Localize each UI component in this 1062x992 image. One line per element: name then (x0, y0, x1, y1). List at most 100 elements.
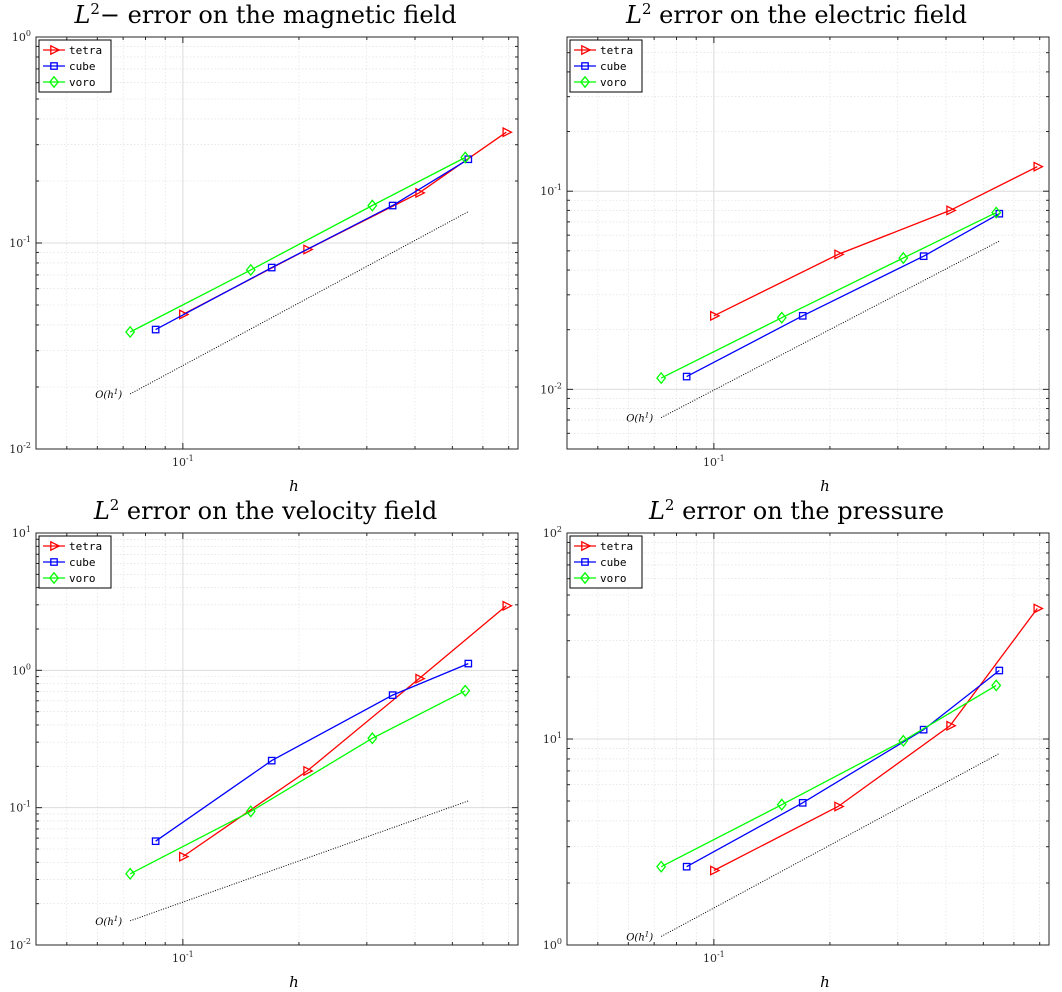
reference-slope-line (660, 753, 1000, 937)
legend-label-cube: cube (69, 60, 96, 73)
data-point-cube (682, 372, 691, 381)
data-point-cube (798, 798, 807, 807)
data-point-voro (460, 684, 471, 697)
grid (567, 532, 1049, 946)
grid (36, 532, 518, 946)
chart-panel-velocity: L2 error on the velocity field 10-1 10-2 1… (0, 496, 531, 992)
data-point-tetra (303, 765, 314, 777)
reference-label: O(h1) (626, 412, 653, 425)
legend-marker-voro (579, 571, 591, 585)
legend-label-tetra: tetra (69, 540, 102, 553)
legend-label-tetra: tetra (69, 44, 102, 57)
y-tick-label: 10-1 (9, 235, 31, 250)
x-axis-label: h (820, 477, 830, 495)
y-tick-label: 100 (12, 29, 31, 44)
y-tick-label: 101 (12, 525, 31, 540)
series-line-voro (129, 690, 466, 875)
tick-marks (567, 532, 1049, 946)
y-tick-label: 10-2 (9, 937, 31, 952)
title-symbol: L (74, 1, 91, 29)
data-point-cube (151, 837, 160, 846)
x-tick-label: 10-1 (172, 950, 194, 965)
title-text: − error on the magnetic field (99, 1, 457, 29)
legend-marker-voro (579, 75, 591, 89)
reference-label: O(h1) (95, 915, 122, 928)
axes-box (35, 532, 519, 946)
data-point-tetra (946, 720, 957, 731)
data-point-voro (898, 251, 909, 265)
title-text: error on the pressure (674, 497, 945, 525)
tick-marks (36, 532, 518, 946)
data-point-tetra (834, 249, 845, 260)
legend: tetra cube voro (38, 39, 112, 93)
legend-label-tetra: tetra (600, 540, 633, 553)
series-line-voro (660, 212, 997, 379)
legend: tetra cube voro (569, 39, 643, 93)
data-point-voro (245, 805, 256, 818)
legend-marker-voro (48, 571, 60, 585)
data-point-tetra (710, 310, 721, 322)
data-point-tetra (1033, 161, 1044, 172)
data-point-cube (919, 252, 928, 261)
data-point-cube (267, 756, 276, 765)
data-point-voro (776, 311, 787, 324)
legend-marker-cube (581, 62, 589, 70)
legend: tetra cube voro (38, 535, 112, 589)
series-line-cube (155, 662, 469, 842)
legend-label-tetra: tetra (600, 44, 633, 57)
series-line-tetra (713, 166, 1038, 317)
data-point-cube (388, 691, 397, 699)
y-tick-label: 101 (543, 731, 562, 746)
x-tick-label: 10-1 (703, 950, 725, 965)
chart-panel-pressure: L2 error on the pressure 10-1 100 101 102 h O… (531, 496, 1062, 992)
chart-plot: 10-1 100 101 102 h O(h1) tetra cube voro (543, 525, 1050, 991)
reference-line: O(h1) (95, 800, 469, 928)
data-point-tetra (502, 126, 513, 138)
data-point-tetra (179, 309, 190, 320)
data-point-voro (367, 199, 378, 212)
legend: tetra cube voro (569, 535, 643, 589)
data-point-tetra (502, 600, 513, 612)
legend-label-voro: voro (600, 572, 627, 585)
x-axis-label: h (289, 973, 299, 991)
title-symbol: L (93, 497, 110, 525)
data-point-cube (464, 659, 473, 668)
reference-line: O(h1) (626, 240, 1000, 425)
x-tick-label: 10-1 (703, 454, 725, 469)
series-voro (656, 679, 1002, 873)
data-point-voro (991, 679, 1002, 692)
chart-panel-magnetic: L2− error on the magnetic field 10-1 10-2… (0, 0, 531, 496)
title-superscript: 2 (109, 496, 120, 514)
data-point-voro (656, 371, 667, 385)
title-symbol: L (626, 1, 642, 29)
series-line-cube (686, 213, 1000, 378)
series-cube (151, 659, 473, 846)
data-point-tetra (834, 801, 845, 812)
data-point-tetra (179, 851, 190, 862)
series-cube (151, 155, 473, 334)
series-line-tetra (713, 608, 1038, 872)
title-superscript: 2 (641, 0, 652, 18)
series-tetra (710, 161, 1044, 322)
series-cube (682, 209, 1004, 381)
y-tick-label: 10-2 (540, 381, 562, 396)
legend-marker-voro (48, 75, 60, 89)
reference-label: O(h1) (626, 930, 653, 943)
reference-line: O(h1) (626, 753, 1000, 943)
data-point-cube (682, 862, 691, 871)
title-symbol: L (648, 497, 665, 525)
title-superscript: 2 (664, 496, 675, 514)
series-tetra (710, 603, 1044, 876)
legend-label-voro: voro (600, 76, 627, 89)
series-line-voro (660, 684, 997, 868)
data-point-voro (245, 263, 256, 277)
data-point-voro (367, 732, 378, 745)
y-tick-label: 100 (12, 662, 31, 677)
data-point-tetra (946, 205, 957, 216)
chart-panel-electric: L2 error on the electric field 10-1 10-2 1… (531, 0, 1062, 496)
data-point-voro (125, 325, 136, 339)
data-point-tetra (1033, 603, 1044, 614)
data-point-voro (125, 867, 136, 881)
series-voro (125, 151, 471, 339)
series-line-tetra (182, 131, 507, 315)
